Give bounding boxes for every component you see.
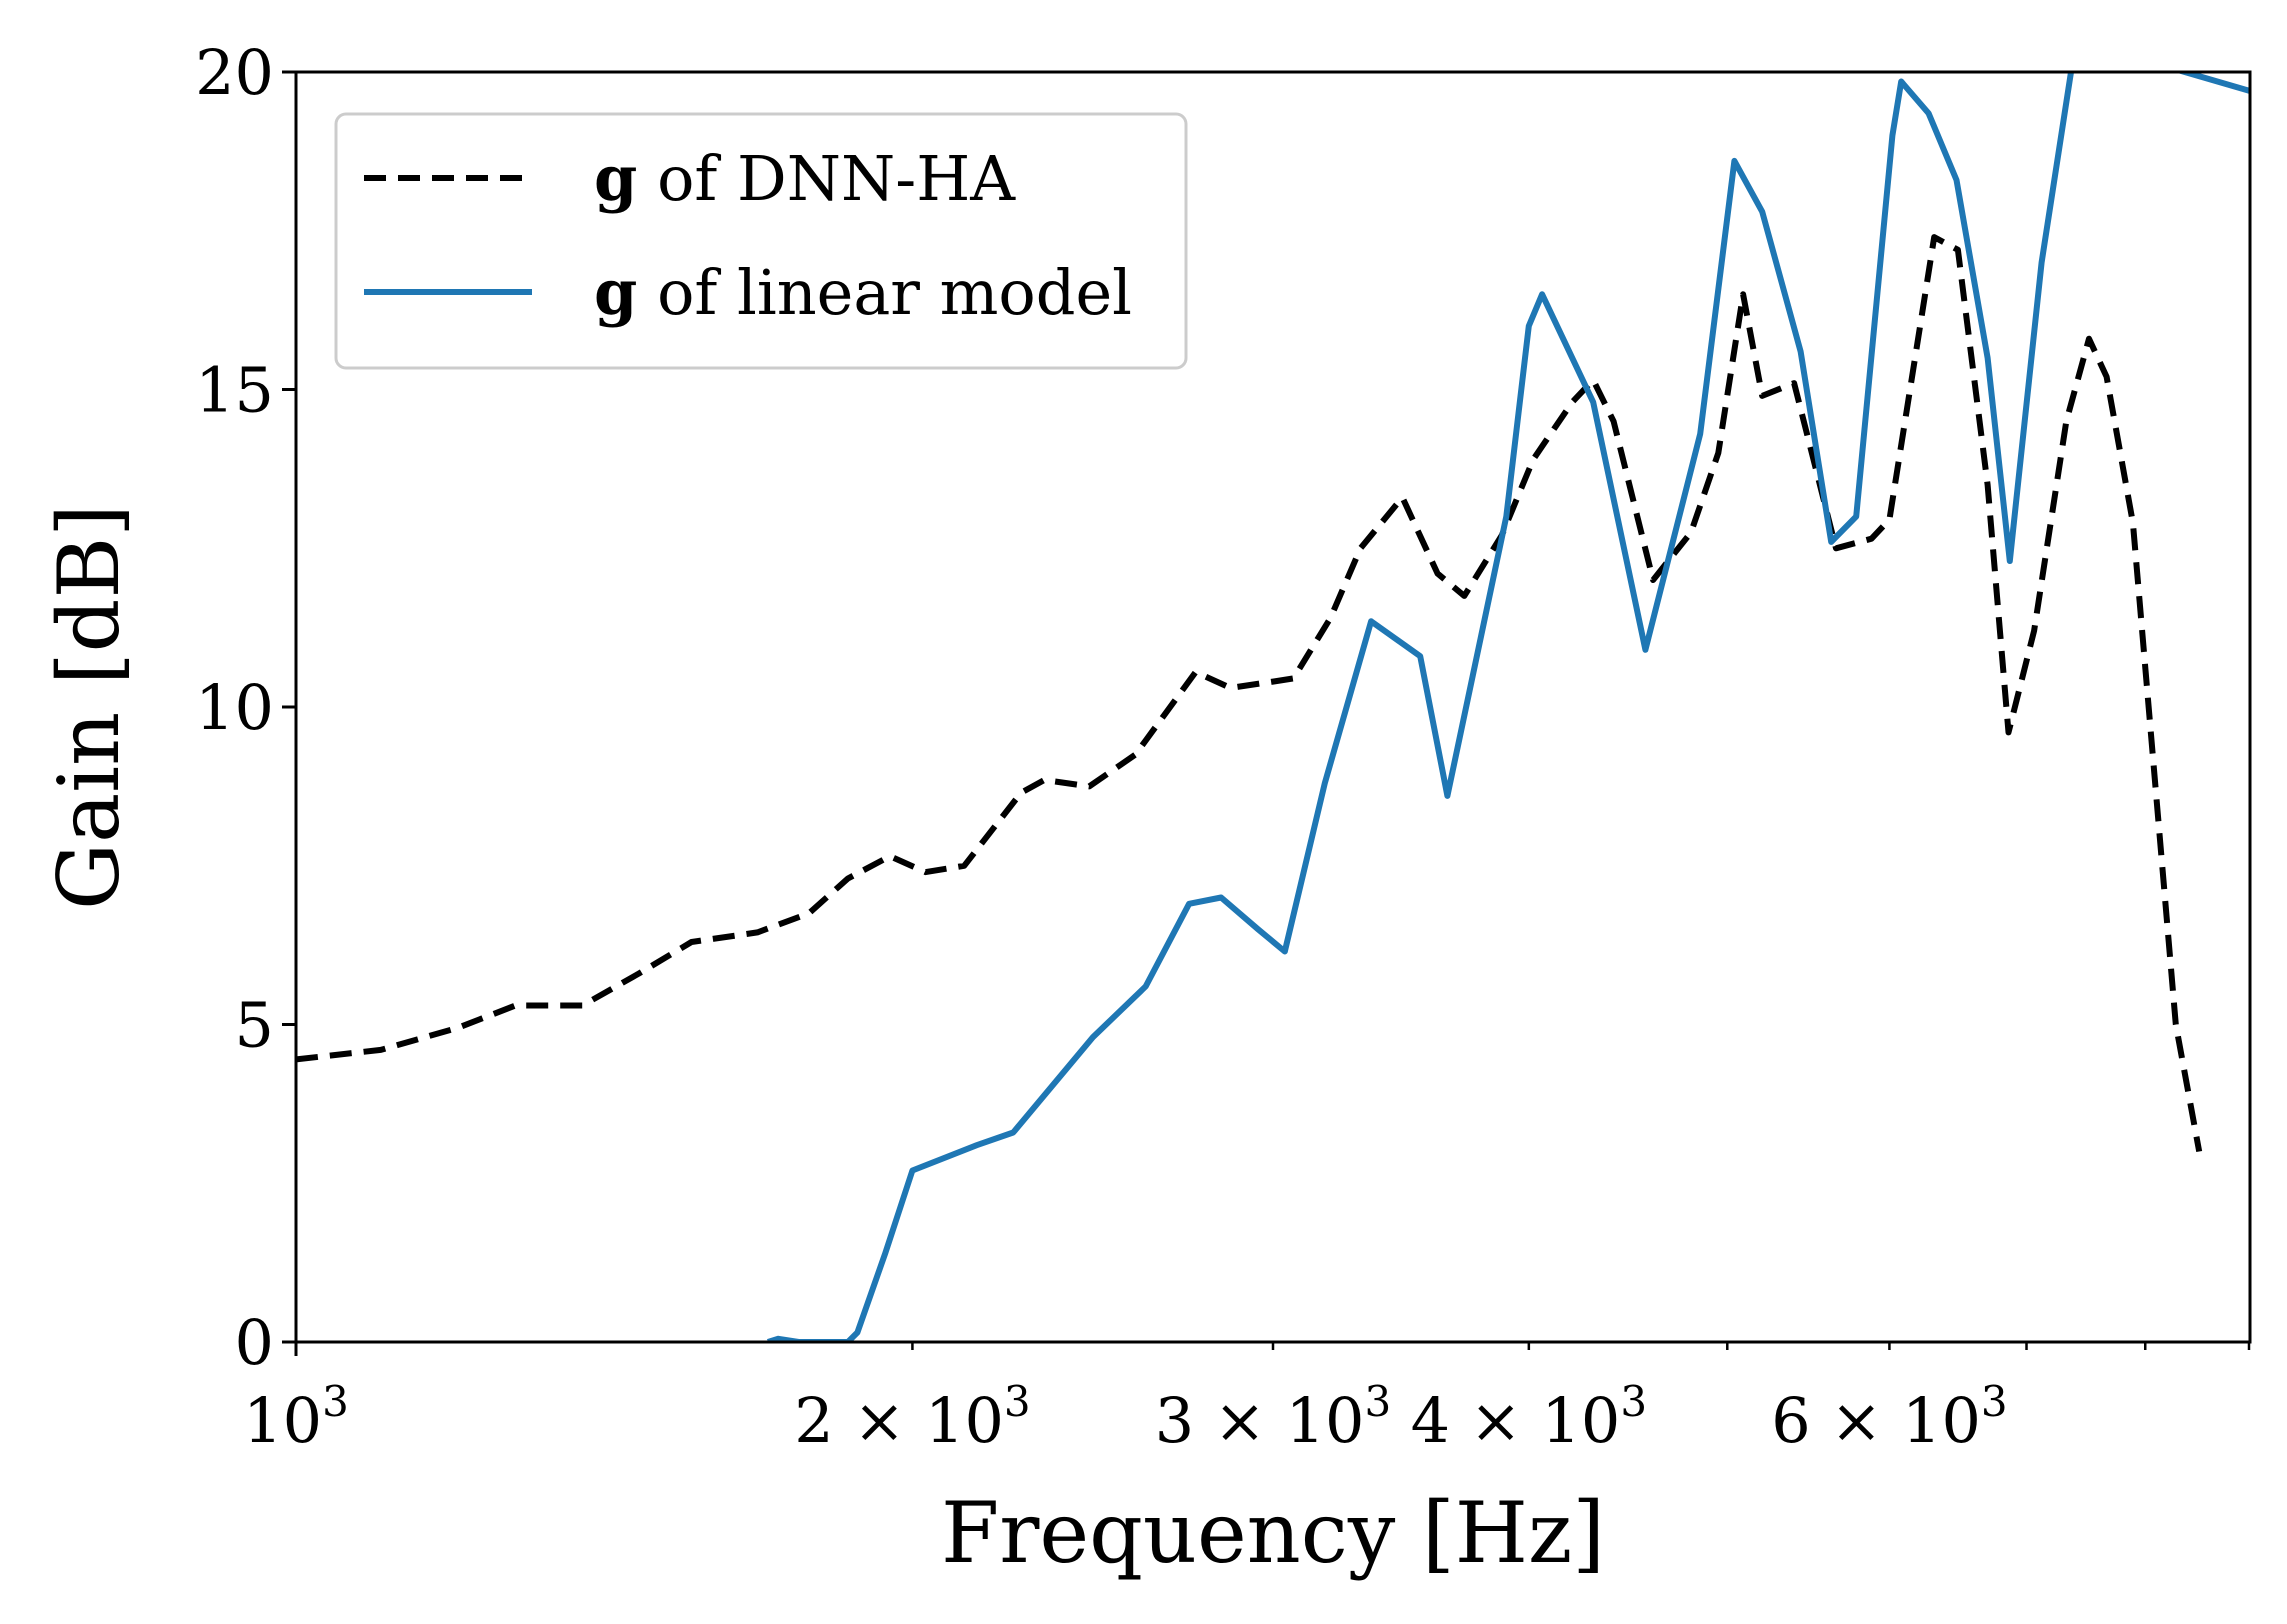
y-tick-label: 15 bbox=[195, 354, 274, 427]
y-tick-label: 0 bbox=[235, 1306, 274, 1379]
y-axis-ticks: 0 5 10 15 20 bbox=[195, 36, 296, 1379]
x-axis-ticks: 103 2 × 103 3 × 103 4 × 103 6 × 103 bbox=[243, 1342, 2251, 1457]
series-layer bbox=[296, 72, 2250, 1342]
y-axis-label: Gain [dB] bbox=[40, 504, 138, 910]
legend-box bbox=[334, 112, 1188, 370]
legend: g of DNN-HA g of linear model bbox=[334, 112, 1188, 370]
series-line-0 bbox=[296, 234, 2203, 1153]
x-tick-label: 103 bbox=[243, 1377, 349, 1457]
x-tick-label: 4 × 103 bbox=[1411, 1377, 1647, 1457]
legend-entry-linear-model: g of linear model bbox=[594, 256, 1132, 329]
x-axis-label: Frequency [Hz] bbox=[941, 1484, 1605, 1582]
y-tick-label: 20 bbox=[195, 36, 274, 109]
y-tick-label: 10 bbox=[195, 671, 274, 744]
series-line-1 bbox=[767, 72, 2250, 1342]
y-tick-label: 5 bbox=[235, 989, 274, 1062]
legend-entry-dnn-ha: g of DNN-HA bbox=[594, 142, 1016, 215]
x-tick-label: 3 × 103 bbox=[1155, 1377, 1391, 1457]
x-tick-label: 6 × 103 bbox=[1771, 1377, 2007, 1457]
x-tick-label: 2 × 103 bbox=[794, 1377, 1030, 1457]
